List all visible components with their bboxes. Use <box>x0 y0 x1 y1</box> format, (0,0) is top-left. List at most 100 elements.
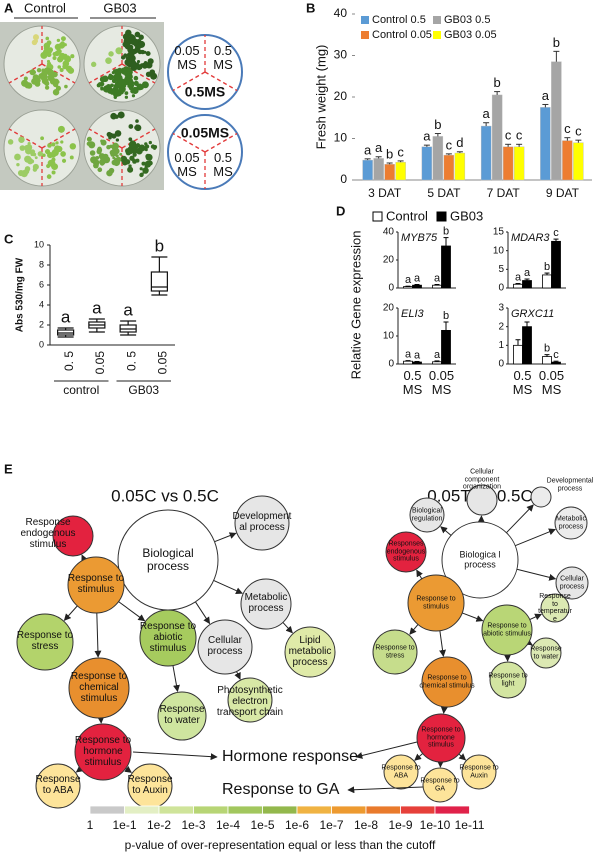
bar <box>432 136 444 181</box>
bar <box>432 284 442 289</box>
bar <box>384 164 395 181</box>
seedling <box>148 140 152 145</box>
sector-divider <box>172 132 206 153</box>
y-axis-label: Abs 530/mg FW <box>15 257 26 332</box>
significance-letter: c <box>575 124 582 139</box>
network-node <box>466 484 498 516</box>
scale-swatch <box>400 805 436 815</box>
significance-letter: a <box>375 140 383 155</box>
x-tick-label: 0. 5 <box>124 351 138 371</box>
scale-label: 1e-2 <box>147 818 171 832</box>
seedling <box>56 48 62 55</box>
seedling <box>125 56 129 60</box>
scale-label: 1e-11 <box>455 818 485 832</box>
seedling <box>59 44 64 49</box>
seedling <box>115 47 123 55</box>
y-tick-label: 30 <box>334 48 348 62</box>
scale-swatch <box>331 805 367 815</box>
seedling <box>131 94 136 98</box>
seedling <box>111 71 115 75</box>
seedling <box>143 50 147 54</box>
y-axis-label: Fresh weight (mg) <box>313 45 328 150</box>
significance-letter: b <box>155 236 164 255</box>
network-node <box>489 661 527 699</box>
bar <box>412 284 422 289</box>
seedling <box>36 68 42 73</box>
seedling <box>111 78 117 84</box>
callout-arrow <box>132 751 218 761</box>
network-edge <box>458 753 467 761</box>
seedling <box>139 86 143 90</box>
bar <box>551 61 562 181</box>
significance-letter: a <box>414 272 421 284</box>
scale-swatch <box>193 805 229 815</box>
seedling <box>48 69 54 75</box>
legend-label: Control <box>386 208 428 223</box>
seedling <box>141 62 148 69</box>
seedling <box>108 167 115 174</box>
seedling <box>37 151 44 157</box>
legend-swatch <box>433 16 441 24</box>
y-tick-label: 0 <box>388 283 394 294</box>
seedling <box>144 148 148 152</box>
significance-letter: c <box>564 121 571 136</box>
legend-label: Control 0.5 <box>372 14 426 26</box>
seedling <box>16 162 20 167</box>
seedling <box>86 136 92 142</box>
scale-label: 1e-1 <box>112 818 136 832</box>
legend-label: Control 0.05 <box>372 29 432 41</box>
y-tick-label: 15 <box>493 227 505 238</box>
seedling <box>142 81 148 87</box>
network-edge <box>461 612 484 622</box>
seedling <box>96 147 103 153</box>
seedling <box>44 80 50 86</box>
y-tick-label: 10 <box>334 131 348 145</box>
bar <box>362 159 373 181</box>
network-edge <box>414 753 424 761</box>
bar <box>513 344 523 365</box>
y-tick-label: 5 <box>498 264 504 275</box>
seedling <box>57 125 65 133</box>
seedling <box>69 155 74 160</box>
bar <box>491 94 503 181</box>
x-tick-label: 0.05 <box>156 351 170 375</box>
scale-swatch <box>89 805 125 815</box>
network-edge <box>506 504 534 534</box>
seedling <box>136 59 141 64</box>
significance-letter: a <box>123 300 133 319</box>
scale-label: 1e-7 <box>319 818 343 832</box>
seedling <box>99 161 105 166</box>
seedling <box>119 152 123 156</box>
seedling <box>110 112 117 120</box>
significance-letter: b <box>553 35 560 50</box>
sector-divider <box>204 132 238 153</box>
seedling <box>91 61 97 68</box>
scale-swatch <box>296 805 332 815</box>
seedling <box>144 142 148 146</box>
seedling <box>23 168 30 175</box>
seedling <box>139 167 143 171</box>
callout-arrow <box>347 786 424 794</box>
seedling <box>29 69 36 76</box>
significance-letter: a <box>542 88 550 103</box>
bar <box>373 158 384 181</box>
callout-label: Hormone response <box>222 748 358 765</box>
seedling <box>142 167 149 174</box>
seedling <box>60 140 64 144</box>
seedling <box>127 147 134 155</box>
network-node <box>540 593 570 623</box>
x-tick-label: 0.05 <box>93 351 107 375</box>
network-edge <box>282 622 293 634</box>
significance-letter: a <box>483 106 491 121</box>
network-edge <box>124 765 132 773</box>
significance-letter: a <box>405 274 412 286</box>
y-tick-label: 20 <box>334 89 348 103</box>
seedling <box>47 143 52 148</box>
network-edge <box>81 554 88 563</box>
y-tick-label: 0 <box>498 359 504 370</box>
network-node <box>157 691 207 741</box>
network-node <box>416 713 466 763</box>
significance-letter: c <box>505 128 512 143</box>
legend-label: GB03 0.05 <box>444 29 497 41</box>
panel-label: A <box>4 0 14 15</box>
